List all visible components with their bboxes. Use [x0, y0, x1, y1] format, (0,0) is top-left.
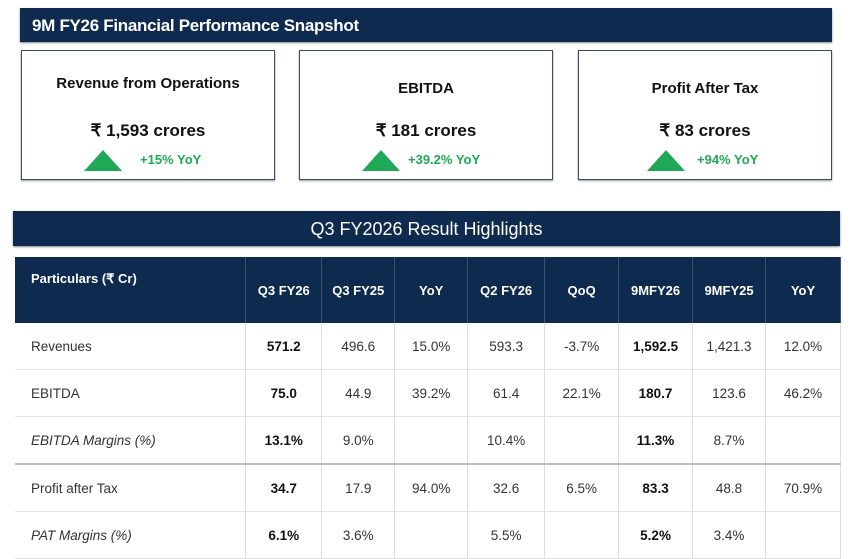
table-cell: 15.0% — [394, 323, 469, 370]
table-cell — [765, 511, 841, 559]
table-cell: 180.7 — [618, 369, 694, 417]
table-cell — [544, 416, 620, 465]
table-cell: 5.5% — [467, 511, 546, 559]
table-cell: 13.1% — [245, 416, 323, 465]
table-cell: 10.4% — [467, 416, 546, 465]
table-cell: 46.2% — [765, 369, 841, 417]
table-cell: 593.3 — [467, 323, 546, 370]
highlights-title: Q3 FY2026 Result Highlights — [310, 219, 543, 239]
table-cell: 123.6 — [692, 369, 767, 417]
table-cell — [765, 416, 841, 465]
card-pat: Profit After Tax ₹ 83 crores +94% YoY — [578, 50, 832, 180]
table-cell: 75.0 — [245, 369, 323, 417]
table-cell: 6.1% — [245, 511, 323, 559]
card-value: ₹ 181 crores — [375, 121, 477, 140]
up-triangle-icon — [362, 150, 400, 171]
table-cell: 11.3% — [618, 416, 694, 465]
card-change: +94% YoY — [697, 152, 759, 167]
table-cell: 83.3 — [618, 463, 694, 512]
column-header: Q3 FY26 — [245, 257, 323, 323]
table-cell: 496.6 — [321, 323, 396, 370]
table-cell: 39.2% — [394, 369, 469, 417]
table-row: Profit after Tax 34.7 17.9 94.0% 32.6 6.5% 83.… — [15, 463, 841, 512]
table-cell: 61.4 — [467, 369, 546, 417]
table-cell: 3.4% — [692, 511, 767, 559]
table-cell: 34.7 — [245, 463, 323, 512]
row-label: EBITDA Margins (%) — [15, 416, 247, 465]
card-change: +39.2% YoY — [408, 152, 481, 167]
table-cell: 5.2% — [618, 511, 694, 559]
table-cell: 22.1% — [544, 369, 620, 417]
table-cell: 94.0% — [394, 463, 469, 512]
card-label: Revenue from Operations — [56, 75, 240, 92]
table-cell — [394, 511, 469, 559]
card-value: ₹ 83 crores — [659, 121, 751, 140]
table-cell: 32.6 — [467, 463, 546, 512]
row-label: EBITDA — [15, 369, 247, 417]
table-cell: 12.0% — [765, 323, 841, 370]
table-cell: 1,421.3 — [692, 323, 767, 370]
highlights-banner: Q3 FY2026 Result Highlights — [13, 211, 840, 246]
table-row: EBITDA 75.0 44.9 39.2% 61.4 22.1% 180.7 123.6 46… — [15, 369, 841, 417]
up-triangle-icon — [84, 150, 122, 171]
column-header: Q2 FY26 — [467, 257, 546, 323]
table-row: EBITDA Margins (%) 13.1% 9.0% 10.4% 11.3% 8.7… — [15, 416, 841, 465]
highlights-table: Particulars (₹ Cr) Q3 FY26 Q3 FY25 YoY Q2 FY… — [15, 257, 841, 559]
table-cell: -3.7% — [544, 323, 620, 370]
table-cell: 9.0% — [321, 416, 396, 465]
snapshot-title: 9M FY26 Financial Performance Snapshot — [32, 16, 359, 35]
table-cell — [544, 511, 620, 559]
table-cell: 571.2 — [245, 323, 323, 370]
card-change: +15% YoY — [140, 152, 202, 167]
table-cell: 3.6% — [321, 511, 396, 559]
card-value: ₹ 1,593 crores — [90, 121, 206, 140]
column-header: QoQ — [544, 257, 620, 323]
table-cell: 17.9 — [321, 463, 396, 512]
row-label: PAT Margins (%) — [15, 511, 247, 559]
card-ebitda: EBITDA ₹ 181 crores +39.2% YoY — [299, 50, 553, 180]
column-header: YoY — [765, 257, 841, 323]
table-cell: 1,592.5 — [618, 323, 694, 370]
table-cell: 48.8 — [692, 463, 767, 512]
table-cell: 44.9 — [321, 369, 396, 417]
column-header: 9MFY26 — [618, 257, 694, 323]
card-label: EBITDA — [398, 80, 454, 97]
up-triangle-icon — [647, 150, 685, 171]
table-row: Revenues 571.2 496.6 15.0% 593.3 -3.7% 1,592.5… — [15, 323, 841, 370]
column-header: Q3 FY25 — [321, 257, 396, 323]
table-cell: 8.7% — [692, 416, 767, 465]
column-header: 9MFY25 — [692, 257, 767, 323]
snapshot-banner: 9M FY26 Financial Performance Snapshot — [20, 8, 832, 42]
card-label: Profit After Tax — [651, 80, 759, 97]
column-header: YoY — [394, 257, 469, 323]
row-label: Profit after Tax — [15, 463, 247, 512]
column-header: Particulars (₹ Cr) — [15, 257, 247, 323]
card-revenue: Revenue from Operations ₹ 1,593 crores +… — [21, 50, 275, 180]
table-row: PAT Margins (%) 6.1% 3.6% 5.5% 5.2% 3.4% — [15, 511, 841, 559]
table-cell — [394, 416, 469, 465]
table-cell: 6.5% — [544, 463, 620, 512]
row-label: Revenues — [15, 323, 247, 370]
table-cell: 70.9% — [765, 463, 841, 512]
